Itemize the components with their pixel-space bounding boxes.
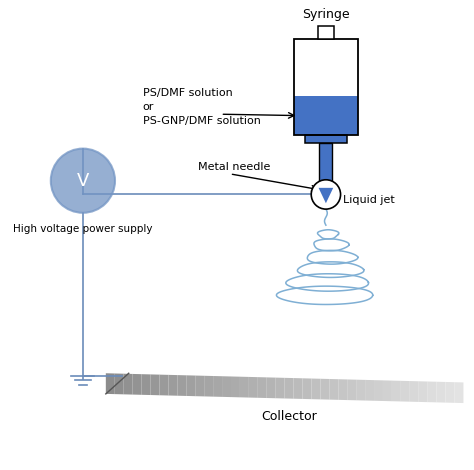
Polygon shape <box>151 375 159 395</box>
Polygon shape <box>240 376 249 398</box>
Polygon shape <box>186 376 195 396</box>
Polygon shape <box>401 381 410 402</box>
Polygon shape <box>294 96 358 135</box>
Polygon shape <box>115 374 124 394</box>
Text: Liquid jet: Liquid jet <box>343 195 395 205</box>
Circle shape <box>311 180 340 209</box>
Circle shape <box>51 149 115 213</box>
Polygon shape <box>305 135 346 143</box>
Polygon shape <box>428 382 437 402</box>
Polygon shape <box>319 143 332 182</box>
Polygon shape <box>159 375 168 395</box>
Polygon shape <box>293 378 302 399</box>
Polygon shape <box>356 380 365 400</box>
Text: Syringe: Syringe <box>302 8 350 21</box>
Polygon shape <box>124 374 133 395</box>
Polygon shape <box>329 379 338 400</box>
Polygon shape <box>249 377 258 398</box>
Polygon shape <box>302 378 311 399</box>
Polygon shape <box>410 381 419 402</box>
Polygon shape <box>437 382 446 403</box>
Polygon shape <box>168 375 177 396</box>
Polygon shape <box>319 188 333 203</box>
Polygon shape <box>311 378 320 400</box>
Polygon shape <box>267 377 276 398</box>
Polygon shape <box>365 380 374 401</box>
Text: PS/DMF solution
or
PS-GNP/DMF solution: PS/DMF solution or PS-GNP/DMF solution <box>143 88 260 126</box>
Polygon shape <box>446 382 455 403</box>
Polygon shape <box>177 375 186 396</box>
Polygon shape <box>294 39 358 96</box>
Polygon shape <box>133 374 142 395</box>
Polygon shape <box>374 380 383 401</box>
Polygon shape <box>392 381 401 401</box>
Polygon shape <box>338 379 347 400</box>
Polygon shape <box>419 381 428 402</box>
Polygon shape <box>142 374 151 395</box>
Text: V: V <box>77 172 89 190</box>
Polygon shape <box>222 376 231 397</box>
Text: Collector: Collector <box>261 410 317 423</box>
Polygon shape <box>231 376 240 397</box>
Polygon shape <box>347 379 356 400</box>
Text: High voltage power supply: High voltage power supply <box>13 224 153 234</box>
Polygon shape <box>455 382 464 403</box>
Text: Metal needle: Metal needle <box>198 162 270 172</box>
Polygon shape <box>284 378 293 399</box>
Polygon shape <box>276 377 284 399</box>
Polygon shape <box>213 376 222 397</box>
Polygon shape <box>258 377 267 398</box>
Polygon shape <box>106 373 115 394</box>
Polygon shape <box>320 379 329 400</box>
Polygon shape <box>318 26 334 39</box>
Polygon shape <box>383 380 392 401</box>
Polygon shape <box>195 376 204 396</box>
Polygon shape <box>204 376 213 397</box>
